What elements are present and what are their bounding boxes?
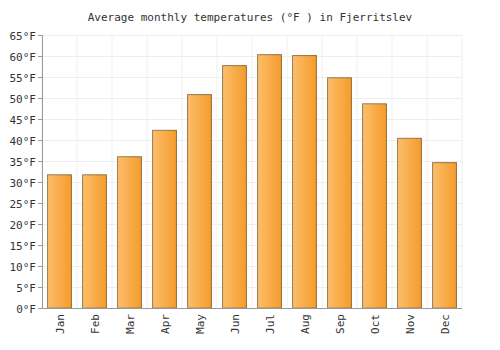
- x-tick-label: Nov: [404, 314, 417, 334]
- bar: [223, 66, 247, 308]
- v-grid-line: [357, 35, 358, 308]
- x-tick-label: Feb: [89, 314, 102, 334]
- bar-shade: [153, 130, 177, 308]
- v-grid-line: [252, 35, 253, 308]
- bar: [83, 175, 107, 308]
- y-tick-label: 10°F: [10, 261, 37, 274]
- grid-line: [42, 56, 462, 57]
- grid: [38, 35, 462, 309]
- x-tick-label: Mar: [124, 314, 137, 334]
- bar: [433, 163, 457, 308]
- bar-shade: [398, 138, 422, 308]
- bar: [118, 157, 142, 308]
- y-tick-label: 5°F: [16, 282, 36, 295]
- tick-mark: [38, 77, 42, 78]
- grid-line: [42, 35, 462, 36]
- x-tick-label: Jul: [264, 314, 277, 334]
- tick-mark: [38, 308, 42, 309]
- v-grid-line: [42, 35, 43, 308]
- grid-line: [42, 119, 462, 120]
- bar: [258, 55, 282, 308]
- bar-shade: [328, 78, 352, 308]
- bar: [153, 130, 177, 308]
- tick-mark: [38, 161, 42, 162]
- bar-shade: [258, 55, 282, 308]
- y-tick-label: 35°F: [10, 156, 37, 169]
- bar: [328, 78, 352, 308]
- v-grid-line: [462, 35, 463, 308]
- tick-mark: [38, 119, 42, 120]
- tick-mark: [38, 224, 42, 225]
- bar-shade: [363, 104, 387, 308]
- y-tick-label: 30°F: [10, 177, 37, 190]
- y-tick-label: 60°F: [10, 51, 37, 64]
- bar-shade: [188, 95, 212, 308]
- y-tick-label: 45°F: [10, 114, 37, 127]
- grid-line: [42, 98, 462, 99]
- x-axis: [42, 308, 462, 309]
- y-axis: [42, 35, 43, 308]
- title: Average monthly temperatures (°F ) in Fj…: [88, 11, 413, 24]
- y-tick-label: 40°F: [10, 135, 37, 148]
- x-tick-label: Dec: [439, 314, 452, 334]
- tick-mark: [38, 140, 42, 141]
- tick-mark: [38, 245, 42, 246]
- y-tick-label: 15°F: [10, 240, 37, 253]
- bar: [363, 104, 387, 308]
- bar-shade: [223, 66, 247, 308]
- v-grid-line: [322, 35, 323, 308]
- bar: [398, 138, 422, 308]
- tick-mark: [38, 266, 42, 267]
- y-tick-label: 20°F: [10, 219, 37, 232]
- bar-shade: [48, 175, 72, 308]
- grid-line: [42, 77, 462, 78]
- v-grid-line: [392, 35, 393, 308]
- v-grid-line: [427, 35, 428, 308]
- y-tick-label: 65°F: [10, 30, 37, 43]
- v-grid-line: [287, 35, 288, 308]
- chart: Average monthly temperatures (°F ) in Fj…: [0, 0, 500, 350]
- tick-mark: [38, 287, 42, 288]
- bar: [293, 56, 317, 308]
- bar-shade: [433, 163, 457, 308]
- v-grid-line: [182, 35, 183, 308]
- y-tick-label: 50°F: [10, 93, 37, 106]
- x-tick-label: May: [194, 314, 207, 334]
- v-grid-line: [112, 35, 113, 308]
- grid-line: [42, 308, 462, 309]
- bar: [188, 95, 212, 308]
- y-tick-label: 0°F: [16, 303, 36, 316]
- tick-mark: [38, 56, 42, 57]
- x-tick-label: Jun: [229, 314, 242, 334]
- v-grid-line: [77, 35, 78, 308]
- x-tick-label: Apr: [159, 314, 172, 334]
- bar: [48, 175, 72, 308]
- tick-mark: [38, 203, 42, 204]
- tick-mark: [38, 98, 42, 99]
- y-tick-label: 55°F: [10, 72, 37, 85]
- tick-mark: [38, 182, 42, 183]
- v-grid-line: [217, 35, 218, 308]
- bar-shade: [83, 175, 107, 308]
- x-tick-label: Sep: [334, 314, 347, 334]
- tick-mark: [38, 35, 42, 36]
- bar-shade: [118, 157, 142, 308]
- v-grid-line: [147, 35, 148, 308]
- x-tick-label: Oct: [369, 314, 382, 334]
- x-tick-label: Aug: [299, 314, 312, 334]
- bar-shade: [293, 56, 317, 308]
- y-tick-label: 25°F: [10, 198, 37, 211]
- bars: [48, 55, 457, 308]
- x-tick-label: Jan: [54, 314, 67, 334]
